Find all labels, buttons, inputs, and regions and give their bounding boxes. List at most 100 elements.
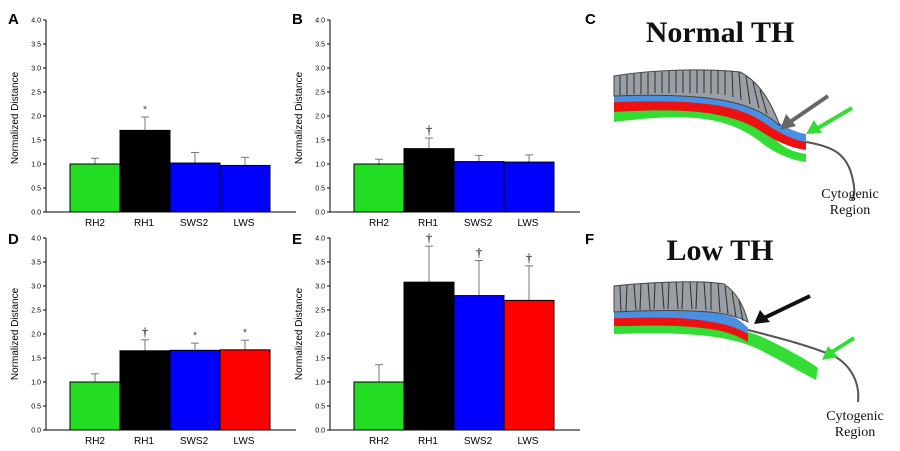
- x-category-labels-b: RH2 RH1 SWS2 LWS: [369, 218, 539, 229]
- x-category-labels-d: RH2 RH1 SWS2 LWS: [85, 436, 255, 447]
- y-tick-label: 2.0: [315, 114, 325, 121]
- significance-mark: †: [426, 122, 433, 137]
- rod-striations: [619, 281, 744, 322]
- y-tick-label: 1.0: [315, 380, 325, 387]
- panel-label-a: A: [8, 11, 19, 28]
- y-tick-label: 0.5: [31, 186, 41, 193]
- green-arrow-icon: [822, 346, 838, 360]
- category-label: LWS: [234, 218, 255, 229]
- y-axis-label-b: Normalized Distance: [294, 71, 305, 164]
- y-tick-label: 0.0: [315, 210, 325, 217]
- category-label: LWS: [234, 436, 255, 447]
- chart-panel-e: E Normalized Distance 0.0 0.5 1.0 1.5 2.…: [292, 230, 580, 447]
- y-ticks-e: 0.0 0.5 1.0 1.5 2.0 2.5 3.0 3.5 4.0: [315, 236, 330, 435]
- panel-label-e: E: [292, 231, 302, 248]
- bars-b: †: [353, 122, 555, 213]
- y-tick-label: 1.5: [315, 356, 325, 363]
- y-tick-label: 0.0: [31, 210, 41, 217]
- diagram-title: Low TH: [667, 234, 774, 267]
- bar-rh2: [353, 163, 405, 213]
- significance-mark: †: [426, 230, 433, 245]
- y-axis-label-d: Normalized Distance: [10, 287, 21, 380]
- y-ticks-a: 0.0 0.5 1.0 1.5 2.0 2.5 3.0 3.5 4.0: [31, 18, 46, 217]
- category-label: SWS2: [180, 218, 209, 229]
- gray-arrow-icon: [780, 114, 796, 130]
- diagram-normal-th: C Normal TH Cytogenic Region: [585, 11, 879, 218]
- y-ticks-d: 0.0 0.5 1.0 1.5 2.0 2.5 3.0 3.5 4.0: [31, 236, 46, 435]
- y-tick-label: 0.5: [315, 404, 325, 411]
- y-tick-label: 4.0: [31, 18, 41, 25]
- bar-sws2: [169, 349, 221, 431]
- significance-mark: *: [193, 330, 198, 342]
- category-label: RH2: [369, 218, 389, 229]
- y-tick-label: 2.5: [31, 308, 41, 315]
- panel-label-b: B: [292, 11, 303, 28]
- y-axis-label-e: Normalized Distance: [294, 287, 305, 380]
- green-cone-layer: [614, 323, 818, 380]
- y-tick-label: 3.5: [315, 42, 325, 49]
- significance-mark: †: [142, 324, 149, 339]
- y-ticks-b: 0.0 0.5 1.0 1.5 2.0 2.5 3.0 3.5 4.0: [315, 18, 330, 217]
- bar-lws: [503, 161, 555, 213]
- category-label: RH1: [418, 218, 438, 229]
- y-tick-label: 2.5: [315, 90, 325, 97]
- bar-rh1: [119, 350, 171, 431]
- rod-layer: [613, 281, 749, 323]
- chart-panel-a: A Normalized Distance 0.0 0.5 1.0 1.5 2.…: [8, 11, 296, 229]
- y-tick-label: 2.0: [315, 332, 325, 339]
- bar-rh1: [403, 281, 455, 431]
- category-label: SWS2: [180, 436, 209, 447]
- region-label-line1: Cytogenic: [821, 187, 879, 202]
- y-tick-label: 0.5: [31, 404, 41, 411]
- y-tick-label: 3.5: [31, 260, 41, 267]
- y-tick-label: 1.5: [315, 138, 325, 145]
- y-tick-label: 0.0: [315, 428, 325, 435]
- category-label: RH1: [418, 436, 438, 447]
- bar-lws: [503, 299, 555, 431]
- region-label-line2: Region: [835, 425, 875, 440]
- panel-label-f: F: [585, 231, 594, 248]
- bars-d: † * *: [69, 324, 271, 431]
- significance-mark: †: [526, 250, 533, 265]
- green-arrow-icon: [806, 120, 822, 134]
- bars-e: † † †: [353, 230, 555, 431]
- y-tick-label: 3.0: [31, 66, 41, 73]
- y-tick-label: 4.0: [315, 18, 325, 25]
- significance-mark: *: [143, 104, 148, 116]
- blue-cone-layer: [614, 309, 748, 334]
- panel-label-c: C: [585, 11, 596, 28]
- blue-cone-layer: [614, 93, 806, 142]
- y-tick-label: 4.0: [315, 236, 325, 243]
- diagram-title: Normal TH: [646, 16, 795, 49]
- y-tick-label: 1.0: [315, 162, 325, 169]
- panel-label-d: D: [8, 231, 19, 248]
- bar-sws2: [453, 161, 505, 213]
- y-tick-label: 3.0: [315, 284, 325, 291]
- category-label: RH2: [85, 218, 105, 229]
- significance-mark: *: [243, 327, 248, 339]
- category-label: LWS: [518, 218, 539, 229]
- category-label: SWS2: [464, 218, 493, 229]
- bar-rh1: [403, 148, 455, 213]
- green-arrow-shaft: [816, 106, 854, 130]
- bar-rh2: [69, 381, 121, 431]
- chart-panel-d: D Normalized Distance 0.0 0.5 1.0 1.5 2.…: [8, 231, 296, 447]
- rod-striations: [619, 70, 768, 115]
- cytogenic-region-line: [805, 141, 856, 201]
- region-label-line1: Cytogenic: [826, 409, 884, 424]
- y-tick-label: 1.0: [31, 380, 41, 387]
- region-label-line2: Region: [830, 203, 870, 218]
- y-tick-label: 2.5: [315, 308, 325, 315]
- diagram-low-th: F Low TH Cytogenic Region: [585, 231, 884, 440]
- black-arrow-icon: [754, 310, 770, 324]
- bar-rh1: [119, 129, 171, 213]
- y-tick-label: 2.0: [31, 114, 41, 121]
- bar-rh2: [69, 163, 121, 213]
- significance-mark: †: [476, 245, 483, 260]
- y-tick-label: 3.0: [315, 66, 325, 73]
- y-tick-label: 2.0: [31, 332, 41, 339]
- bars-a: *: [69, 104, 271, 213]
- category-label: RH2: [85, 436, 105, 447]
- y-tick-label: 0.5: [315, 186, 325, 193]
